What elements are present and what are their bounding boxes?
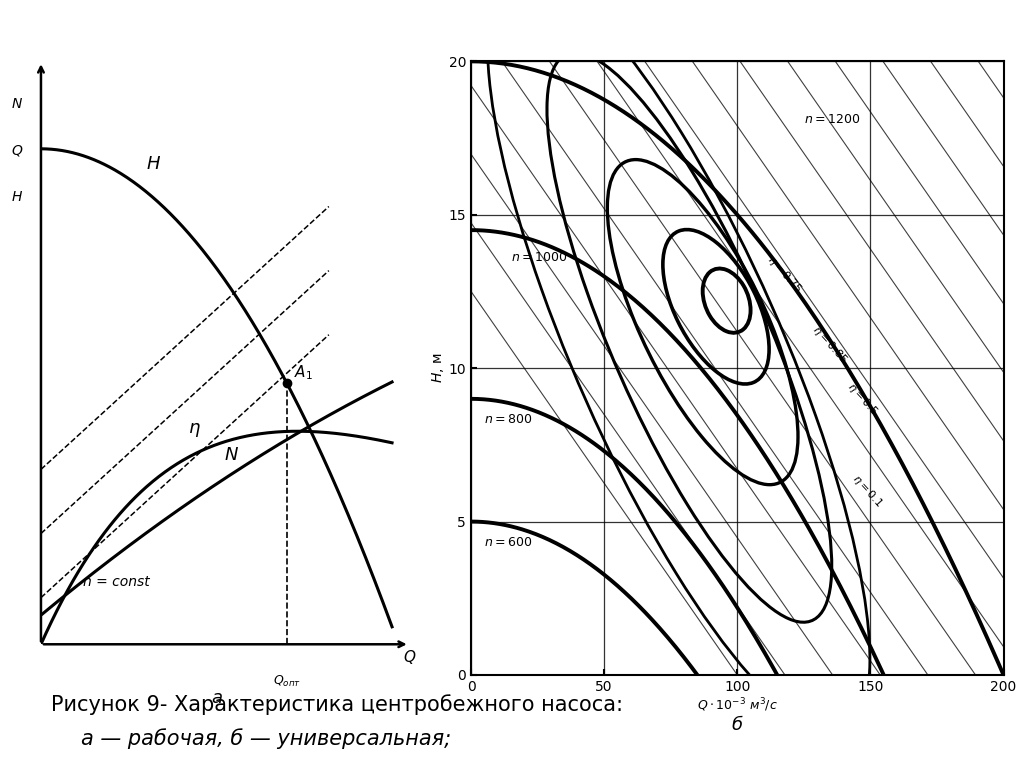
- Text: $N$: $N$: [11, 97, 24, 111]
- Text: $Q$: $Q$: [11, 143, 24, 158]
- Text: $Q_{опт}$: $Q_{опт}$: [272, 674, 301, 690]
- Text: $\eta=0.5$: $\eta=0.5$: [844, 380, 881, 418]
- Y-axis label: $H$, м: $H$, м: [430, 353, 445, 384]
- Text: n = const: n = const: [83, 575, 150, 589]
- Text: $Q$: $Q$: [402, 648, 416, 666]
- Text: $\eta=0.85$: $\eta=0.85$: [809, 322, 851, 366]
- Text: $H$: $H$: [11, 190, 24, 204]
- Text: $\eta=0.75$: $\eta=0.75$: [764, 252, 805, 295]
- Text: $H$: $H$: [146, 155, 162, 173]
- Text: $A_1$: $A_1$: [294, 364, 312, 382]
- Text: $N$: $N$: [223, 446, 239, 464]
- Text: $n=1200$: $n=1200$: [804, 113, 860, 126]
- Text: $n=800$: $n=800$: [484, 413, 532, 426]
- Text: а — рабочая, б — универсальная;: а — рабочая, б — универсальная;: [81, 729, 452, 749]
- Text: $n=1000$: $n=1000$: [511, 251, 567, 264]
- Text: $n=600$: $n=600$: [484, 536, 532, 549]
- Text: $\eta=0.1$: $\eta=0.1$: [849, 472, 886, 510]
- Text: б: б: [732, 716, 742, 734]
- Text: а: а: [211, 689, 222, 706]
- Text: Рисунок 9- Характеристика центробежного насоса:: Рисунок 9- Характеристика центробежного …: [51, 694, 624, 715]
- Text: $\eta$: $\eta$: [188, 421, 202, 439]
- X-axis label: $Q \cdot 10^{-3}\ м^3/с$: $Q \cdot 10^{-3}\ м^3/с$: [697, 696, 777, 714]
